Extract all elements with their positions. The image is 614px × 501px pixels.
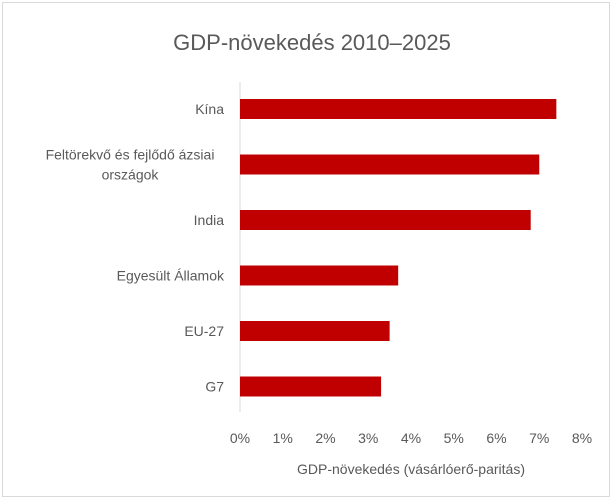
bar-3	[240, 265, 399, 286]
chart-title: GDP-növekedés 2010–2025	[173, 30, 451, 55]
bars-group	[240, 99, 557, 397]
category-label-0: Kína	[195, 101, 224, 117]
bar-1	[240, 154, 540, 175]
chart-frame	[2, 2, 610, 497]
x-tick-label-1: 1%	[273, 430, 293, 446]
category-label-1-line-0: Feltörekvő és fejlődő ázsiai	[46, 147, 215, 163]
x-tick-label-0: 0%	[230, 430, 250, 446]
bar-2	[240, 210, 531, 230]
x-tick-label-5: 5%	[444, 430, 464, 446]
category-label-2: India	[194, 212, 225, 228]
category-label-3: Egyesült Államok	[117, 268, 225, 284]
x-tick-label-4: 4%	[401, 430, 421, 446]
category-label-4: EU-27	[184, 323, 224, 339]
category-label-1-line-1: országok	[102, 167, 160, 183]
x-tick-labels-group: 0% 1% 2% 3% 4% 5% 6% 7% 8%	[230, 430, 592, 446]
category-labels-group: Kína Feltörekvő és fejlődő ázsiai országok…	[46, 101, 225, 395]
bar-0	[240, 99, 557, 119]
x-tick-label-3: 3%	[358, 430, 378, 446]
x-tick-label-7: 7%	[529, 430, 549, 446]
x-axis-title: GDP-növekedés (vásárlóerő-paritás)	[297, 461, 525, 477]
x-tick-label-8: 8%	[572, 430, 592, 446]
x-tick-label-6: 6%	[486, 430, 506, 446]
bar-5	[240, 376, 382, 397]
category-label-5: G7	[205, 379, 224, 395]
x-tick-label-2: 2%	[315, 430, 335, 446]
bar-4	[240, 321, 390, 341]
